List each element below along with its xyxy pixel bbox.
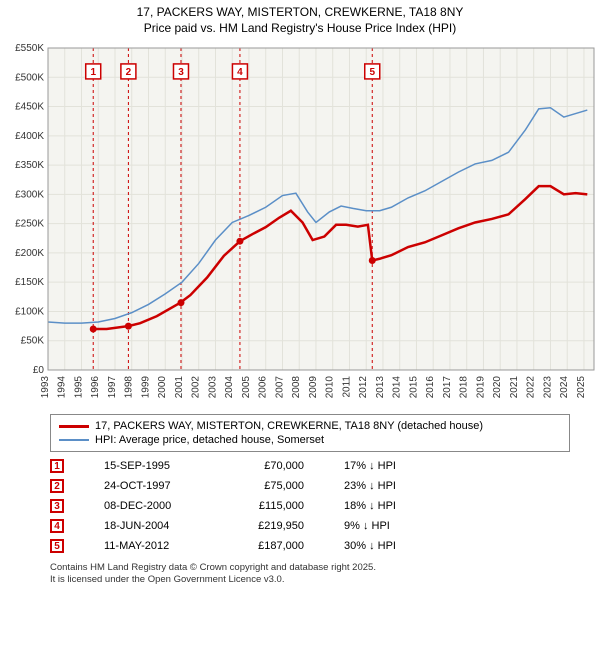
table-row: 5 11-MAY-2012 £187,000 30% ↓ HPI [50, 536, 570, 556]
title-line2: Price paid vs. HM Land Registry's House … [0, 21, 600, 40]
tx-pct: 17% ↓ HPI [344, 460, 434, 472]
table-row: 1 15-SEP-1995 £70,000 17% ↓ HPI [50, 456, 570, 476]
legend-label-red: 17, PACKERS WAY, MISTERTON, CREWKERNE, T… [95, 420, 483, 432]
footer-line2: It is licensed under the Open Government… [50, 574, 570, 586]
svg-text:2003: 2003 [207, 376, 218, 399]
table-row: 2 24-OCT-1997 £75,000 23% ↓ HPI [50, 476, 570, 496]
svg-text:2013: 2013 [375, 376, 386, 399]
svg-text:£450K: £450K [15, 102, 44, 113]
svg-text:£300K: £300K [15, 189, 44, 200]
svg-text:2011: 2011 [341, 376, 352, 398]
svg-text:2004: 2004 [224, 376, 235, 399]
footer-line1: Contains HM Land Registry data © Crown c… [50, 562, 570, 574]
svg-text:£250K: £250K [15, 219, 44, 230]
svg-text:2016: 2016 [425, 376, 436, 399]
price-chart: £0 £50K £100K £150K £200K £250K £300K £350K £400… [0, 40, 600, 410]
tx-pct: 18% ↓ HPI [344, 500, 434, 512]
svg-text:£400K: £400K [15, 131, 44, 142]
tx-price: £187,000 [234, 540, 304, 552]
svg-text:1998: 1998 [124, 376, 135, 399]
tx-pct: 23% ↓ HPI [344, 480, 434, 492]
svg-text:3: 3 [178, 67, 184, 78]
table-row: 3 08-DEC-2000 £115,000 18% ↓ HPI [50, 496, 570, 516]
transactions-table: 1 15-SEP-1995 £70,000 17% ↓ HPI 2 24-OCT-1997… [50, 456, 570, 556]
svg-text:1995: 1995 [73, 376, 84, 399]
legend-label-blue: HPI: Average price, detached house, Some… [95, 434, 324, 446]
svg-text:£200K: £200K [15, 248, 44, 259]
svg-text:4: 4 [237, 67, 243, 78]
svg-text:2008: 2008 [291, 376, 302, 399]
svg-text:2009: 2009 [308, 376, 319, 399]
svg-text:2012: 2012 [358, 376, 369, 399]
tx-date: 11-MAY-2012 [104, 540, 194, 552]
svg-text:£500K: £500K [15, 72, 44, 83]
svg-text:2024: 2024 [559, 376, 570, 399]
svg-text:2002: 2002 [191, 376, 202, 399]
tx-price: £115,000 [234, 500, 304, 512]
tx-date: 15-SEP-1995 [104, 460, 194, 472]
legend-swatch-blue [59, 439, 89, 441]
svg-text:2: 2 [126, 67, 132, 78]
svg-text:£50K: £50K [21, 336, 45, 347]
svg-text:2007: 2007 [274, 376, 285, 399]
svg-text:1999: 1999 [140, 376, 151, 399]
svg-text:£150K: £150K [15, 277, 44, 288]
svg-text:2023: 2023 [542, 376, 553, 399]
svg-text:2015: 2015 [408, 376, 419, 399]
tx-marker-icon: 3 [50, 499, 64, 513]
tx-date: 08-DEC-2000 [104, 500, 194, 512]
title-line1: 17, PACKERS WAY, MISTERTON, CREWKERNE, T… [0, 0, 600, 21]
svg-text:2019: 2019 [475, 376, 486, 399]
svg-text:2000: 2000 [157, 376, 168, 399]
svg-text:2025: 2025 [576, 376, 587, 399]
tx-price: £75,000 [234, 480, 304, 492]
tx-price: £219,950 [234, 520, 304, 532]
svg-text:1994: 1994 [57, 376, 68, 399]
tx-marker-icon: 2 [50, 479, 64, 493]
tx-marker-icon: 4 [50, 519, 64, 533]
tx-date: 18-JUN-2004 [104, 520, 194, 532]
svg-text:£100K: £100K [15, 306, 44, 317]
svg-text:£0: £0 [33, 365, 45, 376]
tx-marker-icon: 5 [50, 539, 64, 553]
tx-marker-icon: 1 [50, 459, 64, 473]
tx-date: 24-OCT-1997 [104, 480, 194, 492]
legend-row-blue: HPI: Average price, detached house, Some… [59, 433, 561, 447]
svg-text:1993: 1993 [40, 376, 51, 399]
svg-text:2017: 2017 [442, 376, 453, 399]
legend-row-red: 17, PACKERS WAY, MISTERTON, CREWKERNE, T… [59, 419, 561, 433]
svg-text:1997: 1997 [107, 376, 118, 399]
svg-text:2018: 2018 [459, 376, 470, 399]
svg-text:2014: 2014 [392, 376, 403, 399]
tx-pct: 9% ↓ HPI [344, 520, 434, 532]
svg-text:2022: 2022 [526, 376, 537, 399]
svg-text:2020: 2020 [492, 376, 503, 399]
svg-text:2006: 2006 [258, 376, 269, 399]
svg-text:£350K: £350K [15, 160, 44, 171]
svg-text:2010: 2010 [325, 376, 336, 399]
svg-text:2021: 2021 [509, 376, 520, 399]
svg-text:1: 1 [90, 67, 96, 78]
svg-text:2001: 2001 [174, 376, 185, 399]
svg-text:2005: 2005 [241, 376, 252, 399]
table-row: 4 18-JUN-2004 £219,950 9% ↓ HPI [50, 516, 570, 536]
svg-text:5: 5 [369, 67, 375, 78]
footer: Contains HM Land Registry data © Crown c… [50, 562, 570, 587]
legend-swatch-red [59, 425, 89, 428]
tx-pct: 30% ↓ HPI [344, 540, 434, 552]
legend: 17, PACKERS WAY, MISTERTON, CREWKERNE, T… [50, 414, 570, 452]
svg-text:1996: 1996 [90, 376, 101, 399]
tx-price: £70,000 [234, 460, 304, 472]
svg-text:£550K: £550K [15, 43, 44, 54]
